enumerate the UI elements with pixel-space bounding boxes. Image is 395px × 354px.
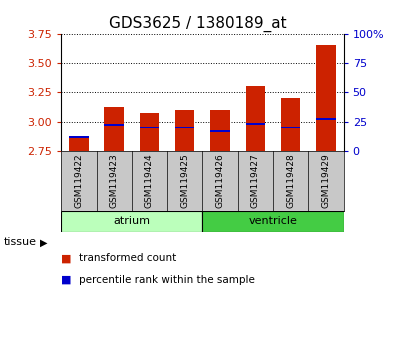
Bar <box>211 110 230 151</box>
Bar <box>246 123 265 125</box>
Bar <box>316 45 336 151</box>
Text: transformed count: transformed count <box>79 253 176 263</box>
Bar <box>61 211 202 232</box>
Bar <box>175 127 194 128</box>
Bar <box>211 130 230 132</box>
Text: GSM119423: GSM119423 <box>110 153 118 208</box>
Text: ventricle: ventricle <box>248 216 297 226</box>
Bar <box>246 86 265 151</box>
Text: ▶: ▶ <box>40 238 47 247</box>
Text: ■: ■ <box>61 253 72 263</box>
Bar <box>202 211 344 232</box>
Text: GSM119427: GSM119427 <box>251 153 260 208</box>
Text: ■: ■ <box>61 275 72 285</box>
Text: GSM119426: GSM119426 <box>216 153 225 208</box>
Bar <box>316 119 336 120</box>
Bar <box>140 127 159 128</box>
Bar <box>69 137 88 151</box>
Text: GSM119428: GSM119428 <box>286 153 295 208</box>
Text: GDS3625 / 1380189_at: GDS3625 / 1380189_at <box>109 16 286 32</box>
Text: GSM119425: GSM119425 <box>180 153 189 208</box>
Text: tissue: tissue <box>4 238 37 247</box>
Bar <box>281 98 301 151</box>
Text: GSM119429: GSM119429 <box>322 153 331 208</box>
Text: percentile rank within the sample: percentile rank within the sample <box>79 275 255 285</box>
Bar <box>175 110 194 151</box>
Bar <box>104 108 124 151</box>
Text: atrium: atrium <box>113 216 150 226</box>
Bar <box>104 124 124 126</box>
Bar <box>140 113 159 151</box>
Text: GSM119424: GSM119424 <box>145 153 154 208</box>
Bar <box>281 127 301 128</box>
Bar <box>69 136 88 138</box>
Text: GSM119422: GSM119422 <box>74 153 83 208</box>
